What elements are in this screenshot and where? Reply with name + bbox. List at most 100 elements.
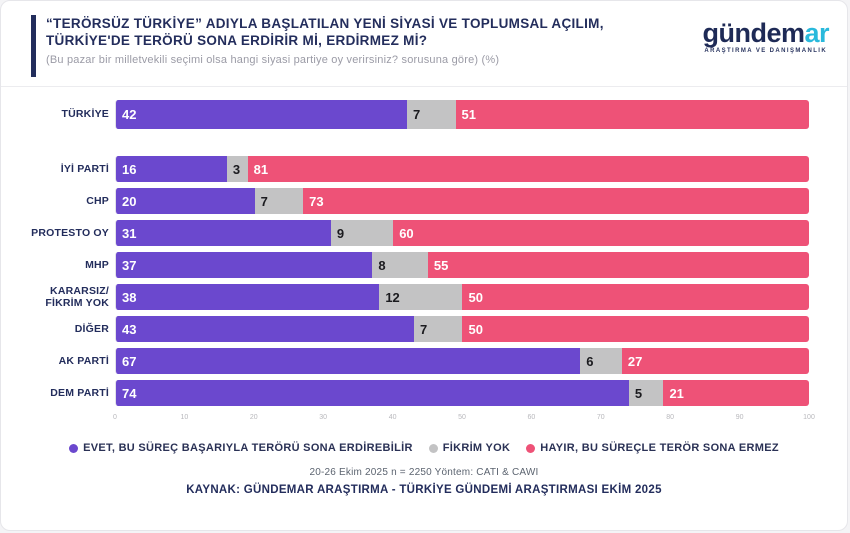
x-axis: 0 10 20 30 40 50 60 70 80 90 100 bbox=[31, 412, 815, 424]
axis-tick-label: 70 bbox=[596, 414, 605, 421]
legend-color-dot bbox=[526, 443, 536, 453]
logo-wordmark: gündemar bbox=[702, 19, 829, 47]
title-block: “TERÖRSÜZ TÜRKİYE” ADIYLA BAŞLATILAN YEN… bbox=[46, 15, 688, 66]
bar-value-label: 5 bbox=[634, 385, 643, 401]
legend-label: FİKRİM YOK bbox=[442, 442, 511, 454]
bar-segment: 21 bbox=[663, 380, 809, 406]
axis-tick-label: 80 bbox=[666, 414, 675, 421]
bar-value-label: 81 bbox=[253, 161, 269, 177]
title-accent-bar bbox=[31, 15, 36, 77]
bar-value-label: 37 bbox=[122, 257, 137, 273]
bar-value-label: 12 bbox=[385, 289, 400, 305]
bar-value-label: 21 bbox=[669, 385, 684, 401]
bar-track: 31 9 60 bbox=[115, 220, 809, 246]
bar-segment: 74 bbox=[116, 380, 629, 406]
chart-row: DEM PARTİ 74 5 21 bbox=[31, 380, 809, 406]
chart-row: PROTESTO OY 31 9 60 bbox=[31, 220, 809, 246]
bar-track: 74 5 21 bbox=[115, 380, 809, 406]
chart-row: CHP 20 7 73 bbox=[31, 188, 809, 214]
bar-track: 42 7 51 bbox=[115, 100, 809, 129]
bar-segment: 6 bbox=[580, 348, 622, 374]
page-title-line-1: “TERÖRSÜZ TÜRKİYE” ADIYLA BAŞLATILAN YEN… bbox=[46, 16, 604, 31]
bar-segment: 20 bbox=[116, 188, 255, 214]
methodology-note: 20-26 Ekim 2025 n = 2250 Yöntem: CATI & … bbox=[309, 467, 539, 478]
axis-tick-label: 20 bbox=[249, 414, 258, 421]
legend-label: HAYIR, BU SÜREÇLE TERÖR SONA ERMEZ bbox=[540, 442, 779, 454]
bar-segment: 12 bbox=[379, 284, 463, 310]
category-label: AK PARTİ bbox=[58, 354, 109, 367]
chart-row: MHP 37 8 55 bbox=[31, 252, 809, 278]
source-note: KAYNAK: GÜNDEMAR ARAŞTIRMA - TÜRKİYE GÜN… bbox=[186, 484, 662, 496]
bar-track: 38 12 50 bbox=[115, 284, 809, 310]
legend-color-dot bbox=[428, 443, 438, 453]
bar-segment: 38 bbox=[116, 284, 380, 310]
category-label: DİĞER bbox=[74, 322, 109, 335]
header-divider bbox=[1, 86, 847, 87]
bar-segment: 81 bbox=[247, 156, 809, 182]
bar-segment: 42 bbox=[116, 100, 408, 129]
bar-value-label: 7 bbox=[260, 193, 268, 209]
bar-value-label: 42 bbox=[122, 107, 137, 122]
axis-tick-label: 0 bbox=[113, 414, 117, 421]
bar-value-label: 50 bbox=[468, 321, 483, 337]
category-label: CHP bbox=[86, 194, 109, 207]
axis-spacer bbox=[31, 412, 115, 424]
bar-segment: 8 bbox=[372, 252, 428, 278]
bar-segment: 55 bbox=[427, 252, 809, 278]
legend-color-dot bbox=[69, 443, 79, 453]
bar-segment: 50 bbox=[462, 316, 809, 342]
bar-segment: 27 bbox=[621, 348, 809, 374]
logo-text-main: gündem bbox=[702, 18, 805, 48]
bar-segment: 9 bbox=[330, 220, 394, 246]
legend-item: FİKRİM YOK bbox=[428, 442, 511, 454]
bar-segment: 60 bbox=[393, 220, 809, 246]
page-subtitle: (Bu pazar bir milletvekili seçimi olsa h… bbox=[46, 54, 500, 66]
chart-row: İYİ PARTİ 16 3 81 bbox=[31, 156, 809, 182]
bar-value-label: 51 bbox=[461, 107, 477, 122]
legend-label: EVET, BU SÜREÇ BAŞARIYLA TERÖRÜ SONA ERD… bbox=[83, 442, 413, 454]
bar-value-label: 38 bbox=[122, 289, 137, 305]
bar-value-label: 74 bbox=[122, 385, 137, 401]
category-label: DEM PARTİ bbox=[50, 386, 109, 399]
gundemar-logo: gündemar ARAŞTIRMA VE DANIŞMANLIK bbox=[702, 15, 829, 54]
legend-item: HAYIR, BU SÜREÇLE TERÖR SONA ERMEZ bbox=[526, 442, 779, 454]
axis-tick-label: 90 bbox=[735, 414, 744, 421]
bar-value-label: 50 bbox=[468, 289, 483, 305]
bar-segment: 67 bbox=[116, 348, 581, 374]
bar-value-label: 31 bbox=[122, 225, 137, 241]
axis-tick-label: 50 bbox=[458, 414, 466, 421]
bar-segment: 7 bbox=[413, 316, 463, 342]
footer: 20-26 Ekim 2025 n = 2250 Yöntem: CATI & … bbox=[1, 467, 847, 496]
bar-segment: 3 bbox=[226, 156, 248, 182]
category-label: MHP bbox=[85, 258, 109, 271]
logo-text-accent: ar bbox=[804, 18, 829, 48]
bar-segment: 7 bbox=[407, 100, 456, 129]
bar-value-label: 73 bbox=[309, 193, 324, 209]
bar-segment: 51 bbox=[455, 100, 809, 129]
bar-value-label: 27 bbox=[627, 353, 643, 369]
page-title-line-2: TÜRKİYE'DE TERÖRÜ SONA ERDİRİR Mİ, ERDİR… bbox=[46, 33, 428, 48]
bar-value-label: 9 bbox=[336, 225, 345, 241]
bar-value-label: 67 bbox=[122, 353, 137, 369]
bar-value-label: 6 bbox=[586, 353, 594, 369]
axis-tick-label: 60 bbox=[527, 414, 536, 421]
bar-segment: 31 bbox=[116, 220, 331, 246]
bar-segment: 37 bbox=[116, 252, 373, 278]
bar-value-label: 16 bbox=[122, 161, 137, 177]
category-label: TÜRKİYE bbox=[61, 108, 109, 121]
bar-segment: 7 bbox=[254, 188, 304, 214]
bar-value-label: 43 bbox=[122, 321, 137, 337]
bar-value-label: 8 bbox=[378, 257, 386, 273]
axis-tick-label: 40 bbox=[388, 414, 397, 421]
bar-segment: 5 bbox=[628, 380, 664, 406]
header: “TERÖRSÜZ TÜRKİYE” ADIYLA BAŞLATILAN YEN… bbox=[1, 1, 847, 77]
chart-row: KARARSIZ/ FİKRİM YOK 38 12 50 bbox=[31, 284, 809, 310]
chart-row: DİĞER 43 7 50 bbox=[31, 316, 809, 342]
bar-track: 37 8 55 bbox=[115, 252, 809, 278]
stacked-bar-chart: TÜRKİYE 42 7 51 İYİ PARTİ 16 3 81 CHP 20 7 73 PROTES… bbox=[31, 100, 809, 406]
category-label: PROTESTO OY bbox=[31, 226, 109, 239]
bar-track: 16 3 81 bbox=[115, 156, 809, 182]
bar-segment: 16 bbox=[116, 156, 227, 182]
bar-segment: 73 bbox=[303, 188, 809, 214]
